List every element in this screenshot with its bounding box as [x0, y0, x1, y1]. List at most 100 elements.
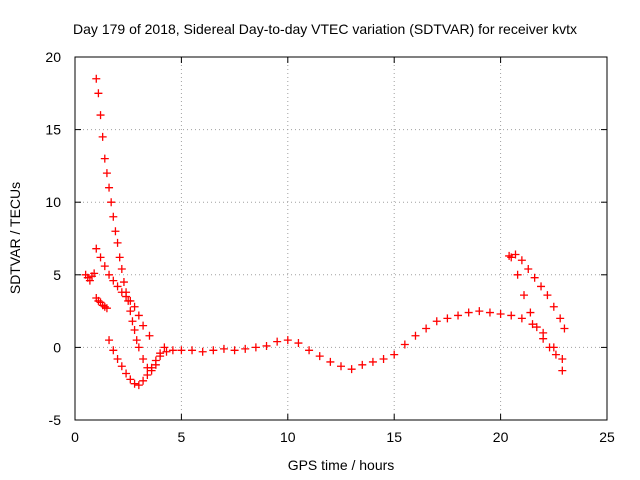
data-point	[496, 310, 505, 319]
data-point	[294, 339, 303, 348]
data-point	[105, 183, 114, 192]
data-point	[113, 238, 122, 247]
x-tick-label: 5	[178, 429, 186, 445]
y-tick-label: 20	[45, 49, 61, 65]
data-point	[126, 375, 135, 384]
data-point	[283, 336, 292, 345]
data-point	[134, 343, 143, 352]
data-point	[122, 292, 131, 301]
y-tick-label: 0	[53, 339, 61, 355]
data-point	[432, 317, 441, 326]
data-point	[143, 370, 152, 379]
data-point	[117, 264, 126, 273]
series-late-upper-trace	[505, 250, 569, 333]
data-point	[551, 350, 560, 359]
data-point	[126, 307, 135, 316]
data-point	[251, 343, 260, 352]
data-point	[102, 169, 111, 178]
data-point	[315, 352, 324, 361]
series-lower-trace	[105, 336, 169, 390]
data-point	[107, 198, 116, 207]
data-point	[558, 366, 567, 375]
data-point	[443, 314, 452, 323]
data-point	[537, 282, 546, 291]
data-point	[117, 362, 126, 371]
data-point	[100, 154, 109, 163]
data-point	[85, 276, 94, 285]
data-point	[128, 317, 137, 326]
data-point	[111, 227, 120, 236]
data-point	[139, 376, 148, 385]
series-early-cluster	[81, 269, 111, 313]
data-point	[517, 256, 526, 265]
data-point	[134, 381, 143, 390]
data-point	[337, 362, 345, 371]
data-point	[109, 276, 118, 285]
data-point	[526, 308, 535, 317]
data-point	[117, 288, 126, 297]
data-point	[92, 244, 101, 253]
data-point	[134, 311, 143, 320]
data-point	[422, 324, 431, 333]
data-point	[119, 278, 128, 287]
data-point	[520, 291, 529, 300]
series-secondary-trace	[92, 244, 154, 340]
data-point	[105, 336, 114, 345]
data-point	[241, 344, 250, 353]
data-point	[122, 369, 131, 378]
data-point	[132, 336, 141, 345]
x-tick-label: 10	[280, 429, 296, 445]
data-point	[507, 253, 516, 262]
data-point	[109, 212, 118, 221]
x-axis-label: GPS time / hours	[288, 457, 395, 473]
data-point	[543, 291, 552, 300]
data-point	[126, 296, 135, 305]
data-point	[130, 302, 139, 311]
data-point	[151, 356, 160, 365]
plot-frame	[74, 56, 608, 421]
data-point	[96, 111, 105, 120]
data-point	[230, 346, 239, 355]
x-tick-label: 20	[493, 429, 509, 445]
data-point	[549, 302, 558, 311]
data-point	[485, 308, 494, 317]
y-tick-label: 15	[45, 122, 61, 138]
data-point	[511, 250, 520, 259]
data-point	[92, 74, 101, 83]
data-point	[464, 308, 473, 317]
data-point	[130, 379, 139, 388]
data-point	[198, 347, 207, 356]
data-point	[219, 344, 228, 353]
data-point	[524, 264, 533, 273]
data-point	[379, 355, 388, 364]
data-point	[90, 269, 99, 278]
data-point	[115, 253, 124, 262]
data-point	[168, 346, 177, 355]
data-point	[368, 357, 377, 366]
data-point	[98, 132, 107, 141]
y-tick-label: 10	[45, 194, 61, 210]
data-point	[209, 346, 218, 355]
data-point	[558, 355, 567, 364]
data-point	[109, 346, 118, 355]
data-point	[532, 323, 541, 332]
data-point	[545, 343, 554, 352]
chart-title: Day 179 of 2018, Sidereal Day-to-day VTE…	[73, 21, 577, 37]
data-point	[305, 346, 314, 355]
x-tick-label: 25	[599, 429, 615, 445]
data-point	[147, 363, 156, 372]
data-point	[145, 331, 154, 340]
data-point	[513, 270, 522, 279]
data-point	[139, 321, 148, 330]
data-point	[400, 340, 409, 349]
y-tick-label: -5	[49, 412, 62, 428]
series-main-trace	[92, 74, 567, 375]
data-point	[262, 341, 271, 350]
data-point	[188, 346, 197, 355]
data-point	[162, 347, 171, 356]
y-axis-label: SDTVAR / TECUs	[7, 182, 23, 294]
data-point	[505, 251, 514, 260]
data-point	[273, 337, 282, 346]
data-point	[411, 331, 420, 340]
